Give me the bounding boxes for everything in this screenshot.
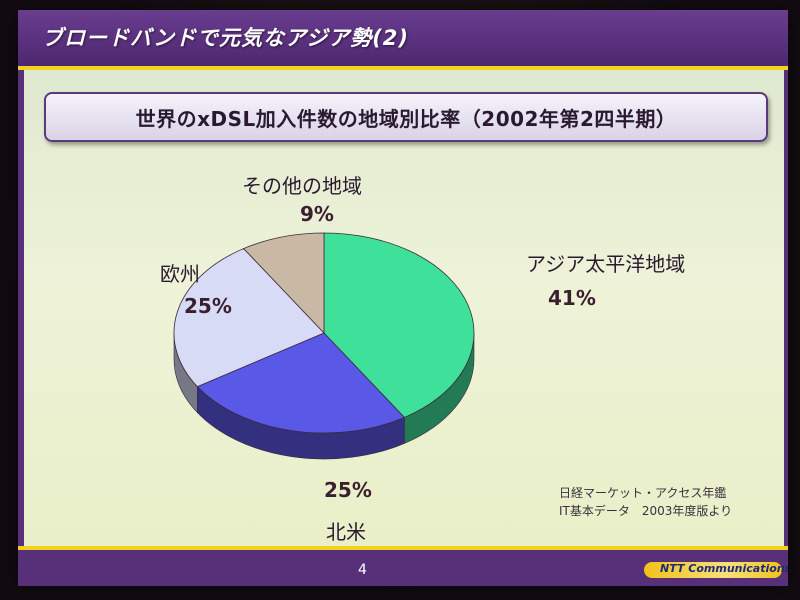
pie-slice-other (242, 232, 325, 335)
slice-pct-other: 9% (300, 202, 334, 226)
slice-pct-europe: 25% (184, 294, 232, 318)
chart-title-box: 世界のxDSL加入件数の地域別比率（2002年第2四半期） (44, 92, 768, 142)
slide-heading: ブロードバンドで元気なアジア勢(2) (42, 26, 410, 50)
pie-slice-europe (173, 248, 325, 388)
slice-pct-asia-pacific: 41% (548, 286, 596, 310)
slice-pct-north-america: 25% (324, 478, 372, 502)
slide-header: ブロードバンドで元気なアジア勢(2) (18, 10, 788, 66)
source-line-2: IT基本データ 2003年度版より (559, 504, 733, 518)
pie-slice-north-america (196, 332, 406, 434)
slide-footer: 4 NTT Communications (18, 546, 788, 586)
slide-content: 世界のxDSL加入件数の地域別比率（2002年第2四半期） その他の地域 9% … (24, 70, 784, 546)
chart-title: 世界のxDSL加入件数の地域別比率（2002年第2四半期） (135, 106, 677, 131)
ntt-logo: NTT Communications (644, 560, 788, 580)
ntt-swoosh-graphic (644, 562, 782, 578)
pie-chart (173, 232, 475, 460)
slice-label-north-america: 北米 (326, 520, 366, 544)
slice-label-other: その他の地域 (242, 174, 362, 198)
header-divider (18, 66, 788, 70)
slice-label-asia-pacific: アジア太平洋地域 (526, 252, 686, 276)
footer-divider (18, 546, 788, 550)
source-line-1: 日経マーケット・アクセス年鑑 (559, 486, 727, 500)
page-number: 4 (358, 562, 367, 578)
ntt-brand-text: NTT Communications (660, 562, 788, 575)
pie-slice-asia-pacific (323, 232, 475, 418)
slice-label-europe: 欧州 (160, 262, 200, 286)
source-note: 日経マーケット・アクセス年鑑 IT基本データ 2003年度版より (559, 484, 732, 520)
slide: ブロードバンドで元気なアジア勢(2) 世界のxDSL加入件数の地域別比率（200… (18, 10, 788, 586)
